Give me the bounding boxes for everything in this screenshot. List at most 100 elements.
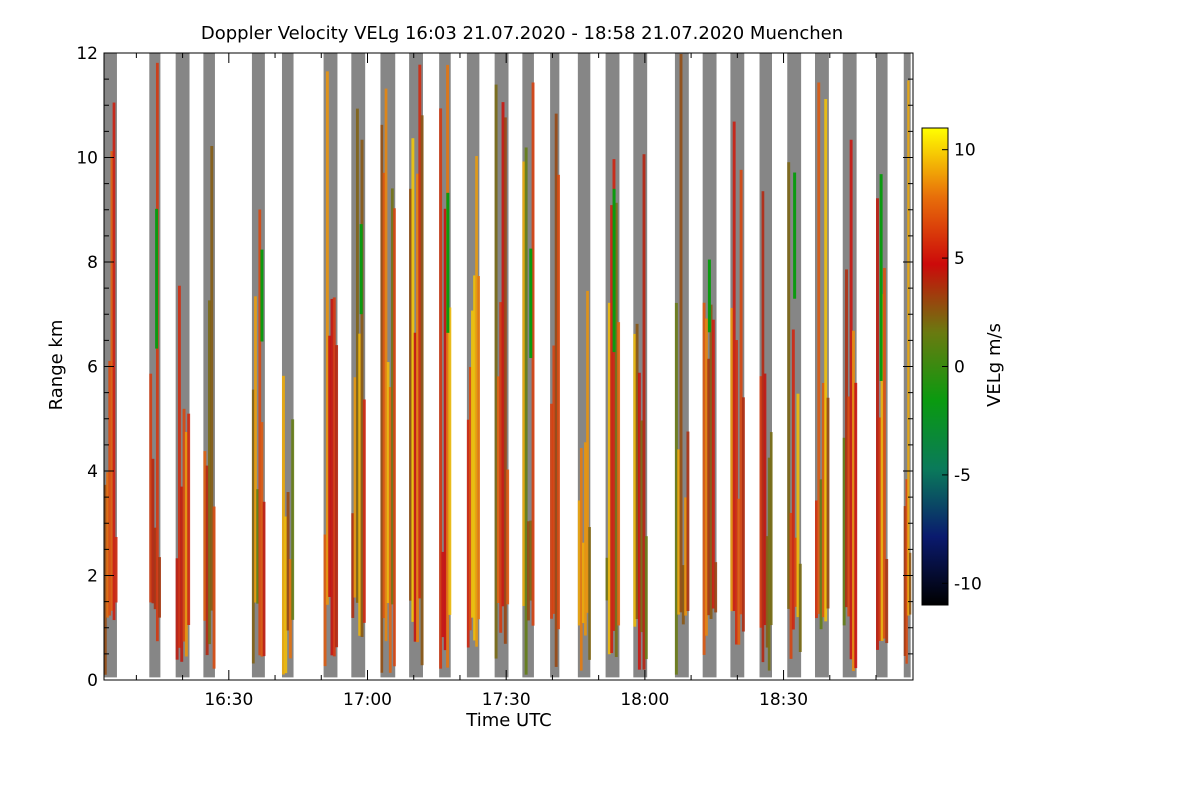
velocity-streak	[446, 192, 450, 333]
velocity-streak	[335, 345, 339, 648]
velocity-streak	[686, 431, 690, 612]
y-tick-label: 12	[76, 44, 98, 64]
velocity-streak	[711, 319, 715, 609]
velocity-streak	[880, 294, 884, 641]
x-tick-label: 17:00	[343, 690, 392, 710]
velocity-streak	[633, 333, 637, 627]
velocity-streak	[794, 537, 798, 607]
velocity-streak	[908, 552, 912, 615]
colorbar-tick-label: 10	[954, 141, 976, 161]
velocity-streak	[473, 275, 476, 641]
velocity-streak	[155, 62, 159, 642]
velocity-streak	[110, 151, 114, 611]
scan-block	[494, 53, 510, 678]
velocity-streak	[735, 340, 738, 645]
velocity-streak	[284, 516, 288, 674]
velocity-streak	[577, 500, 581, 626]
velocity-streak	[441, 551, 445, 638]
velocity-streak	[677, 449, 681, 615]
velocity-streak	[582, 542, 585, 624]
velocity-streak	[842, 437, 846, 626]
colorbar-label: VELg m/s	[984, 323, 1005, 407]
velocity-streak	[793, 172, 797, 299]
velocity-streak	[388, 387, 392, 673]
colorbar-tick-label: 0	[954, 358, 965, 378]
velocity-streak	[362, 399, 366, 623]
velocity-streak	[732, 121, 736, 612]
velocity-streak	[610, 205, 614, 654]
scan-block	[251, 53, 266, 678]
velocity-streak	[384, 88, 388, 642]
velocity-streak	[579, 447, 583, 671]
velocity-streak	[642, 154, 646, 670]
velocity-streak	[907, 80, 910, 616]
velocity-streak	[187, 413, 191, 625]
velocity-streak	[499, 302, 503, 633]
velocity-streak	[854, 382, 858, 669]
velocity-streak	[418, 64, 422, 599]
velocity-streak	[358, 333, 362, 636]
velocity-streak	[730, 307, 734, 612]
y-axis-label: Range km	[46, 320, 67, 411]
velocity-streak	[798, 563, 802, 652]
scan-block	[149, 53, 161, 678]
velocity-streak	[714, 562, 718, 613]
velocity-streak	[879, 174, 883, 381]
scan-block	[522, 53, 535, 678]
velocity-streak	[494, 84, 498, 659]
chart-title: Doppler Velocity VELg 16:03 21.07.2020 -…	[201, 23, 843, 44]
velocity-streak	[796, 393, 800, 618]
velocity-streak	[503, 117, 507, 644]
velocity-streak	[153, 527, 157, 610]
velocity-streak	[814, 500, 818, 619]
velocity-streak	[550, 403, 554, 619]
velocity-streak	[466, 419, 470, 648]
x-tick-label: 18:30	[759, 690, 808, 710]
velocity-streak	[851, 330, 855, 672]
velocity-streak	[637, 372, 641, 670]
velocity-streak	[737, 498, 741, 645]
velocity-streak	[208, 300, 211, 645]
velocity-streak	[617, 322, 621, 626]
velocity-streak	[789, 512, 793, 659]
velocity-streak	[526, 521, 530, 621]
velocity-streak	[391, 188, 394, 605]
velocity-streak	[180, 486, 184, 662]
velocity-streak	[709, 304, 713, 619]
velocity-streak	[420, 115, 424, 666]
velocity-streak	[351, 513, 355, 618]
velocity-streak	[210, 145, 214, 611]
velocity-streak	[501, 102, 505, 607]
scan-block	[380, 53, 396, 678]
velocity-streak	[155, 208, 159, 349]
velocity-streak	[286, 492, 290, 631]
scan-block	[674, 53, 690, 678]
scan-block	[759, 53, 773, 678]
velocity-streak	[739, 169, 743, 615]
velocity-streak	[612, 159, 616, 631]
velocity-streak	[256, 489, 260, 604]
y-tick-label: 2	[87, 567, 98, 587]
scan-block-background	[522, 53, 534, 678]
velocity-streak	[817, 82, 821, 614]
velocity-streak	[158, 557, 161, 618]
velocity-streak	[496, 376, 500, 604]
velocity-streak	[529, 520, 533, 601]
velocity-streak	[203, 451, 207, 621]
velocity-streak	[184, 431, 188, 657]
velocity-streak	[821, 382, 825, 618]
velocity-streak	[182, 408, 186, 642]
velocity-streak	[175, 558, 179, 660]
x-tick-label: 18:00	[620, 690, 669, 710]
velocity-streak	[104, 484, 107, 675]
x-axis: 16:30 17:00 17:30 18:00 18:30	[135, 53, 877, 710]
velocity-streak	[531, 82, 535, 626]
velocity-streak	[824, 99, 828, 622]
velocity-streak	[702, 302, 706, 655]
velocity-streak	[108, 360, 112, 616]
velocity-streak	[212, 506, 216, 669]
scan-block	[814, 53, 830, 678]
velocity-streak	[411, 138, 415, 622]
velocity-streak	[382, 172, 386, 619]
